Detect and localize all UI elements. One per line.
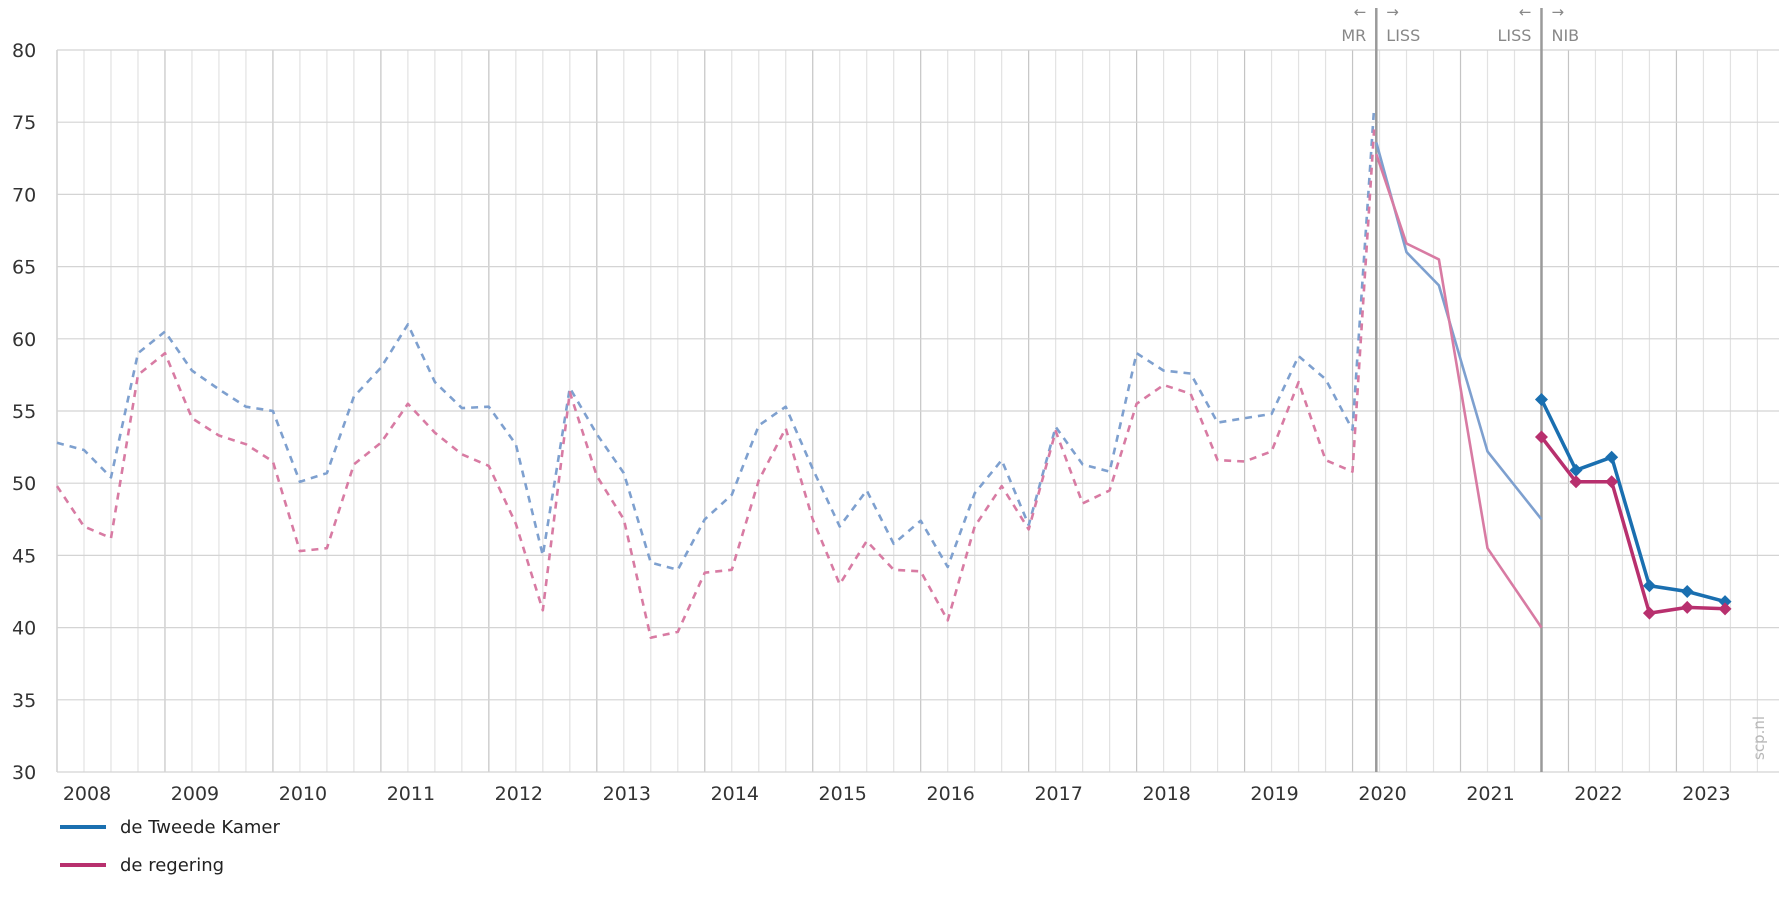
x-tick-label: 2015 bbox=[819, 783, 867, 805]
x-tick-label: 2022 bbox=[1574, 783, 1622, 805]
data-point-regering bbox=[1569, 475, 1583, 489]
y-tick-label: 65 bbox=[12, 257, 36, 279]
x-tick-label: 2010 bbox=[279, 783, 327, 805]
x-tick-label: 2008 bbox=[63, 783, 111, 805]
y-tick-label: 75 bbox=[12, 112, 36, 134]
source-label: NIB bbox=[1551, 26, 1579, 45]
x-tick-label: 2014 bbox=[711, 783, 759, 805]
y-tick-label: 80 bbox=[12, 40, 36, 62]
y-tick-label: 70 bbox=[12, 184, 36, 206]
data-point-tweede-kamer bbox=[1680, 585, 1694, 598]
source-arrow: ← bbox=[1519, 3, 1532, 21]
x-tick-label: 2017 bbox=[1034, 783, 1082, 805]
source-arrow: → bbox=[1386, 3, 1399, 21]
y-tick-label: 50 bbox=[12, 473, 36, 495]
data-point-regering bbox=[1642, 606, 1656, 620]
x-tick-label: 2020 bbox=[1358, 783, 1406, 805]
x-tick-label: 2019 bbox=[1250, 783, 1298, 805]
series-line-regering-liss bbox=[1375, 153, 1543, 629]
data-point-tweede-kamer bbox=[1534, 392, 1548, 406]
legend-label-tweede-kamer: de Tweede Kamer bbox=[120, 816, 280, 838]
series-line-regering-nib bbox=[1540, 435, 1726, 615]
x-tick-label: 2011 bbox=[387, 783, 435, 805]
data-point-regering bbox=[1534, 430, 1548, 444]
watermark: scp.nl bbox=[1750, 716, 1768, 760]
x-tick-label: 2018 bbox=[1142, 783, 1190, 805]
source-label: MR bbox=[1341, 26, 1366, 45]
x-tick-label: 2013 bbox=[603, 783, 651, 805]
y-tick-label: 30 bbox=[12, 762, 36, 784]
x-tick-label: 2021 bbox=[1466, 783, 1514, 805]
y-tick-label: 40 bbox=[12, 618, 36, 640]
legend-label-regering: de regering bbox=[120, 854, 225, 876]
data-point-regering bbox=[1718, 602, 1732, 616]
legend-item-tweede-kamer: de Tweede Kamer bbox=[60, 808, 280, 846]
series-line-tweede-kamer-mr bbox=[56, 107, 1376, 572]
source-label: LISS bbox=[1386, 26, 1420, 45]
x-tick-label: 2023 bbox=[1682, 783, 1730, 805]
y-tick-label: 60 bbox=[12, 329, 36, 351]
data-point-tweede-kamer bbox=[1642, 579, 1656, 593]
data-point-regering bbox=[1605, 475, 1619, 489]
x-tick-label: 2012 bbox=[495, 783, 543, 805]
data-point-regering bbox=[1680, 600, 1694, 614]
y-tick-label: 55 bbox=[12, 401, 36, 423]
data-point-tweede-kamer bbox=[1569, 463, 1583, 477]
source-label: LISS bbox=[1498, 26, 1532, 45]
legend-item-regering: de regering bbox=[60, 846, 280, 884]
x-tick-label: 2016 bbox=[927, 783, 975, 805]
legend-swatch-tweede-kamer bbox=[60, 825, 106, 829]
series-line-tweede-kamer-nib bbox=[1539, 398, 1726, 604]
source-arrow: ← bbox=[1354, 3, 1367, 21]
series-line-regering-mr bbox=[55, 129, 1376, 640]
legend-swatch-regering bbox=[60, 863, 106, 867]
y-tick-label: 45 bbox=[12, 545, 36, 567]
y-tick-label: 35 bbox=[12, 690, 36, 712]
data-point-tweede-kamer bbox=[1605, 450, 1619, 464]
data-point-tweede-kamer bbox=[1718, 595, 1732, 609]
series-line-tweede-kamer-liss bbox=[1375, 142, 1543, 521]
legend: de Tweede Kamer de regering bbox=[60, 808, 280, 884]
source-arrow: → bbox=[1551, 3, 1564, 21]
x-tick-label: 2009 bbox=[171, 783, 219, 805]
